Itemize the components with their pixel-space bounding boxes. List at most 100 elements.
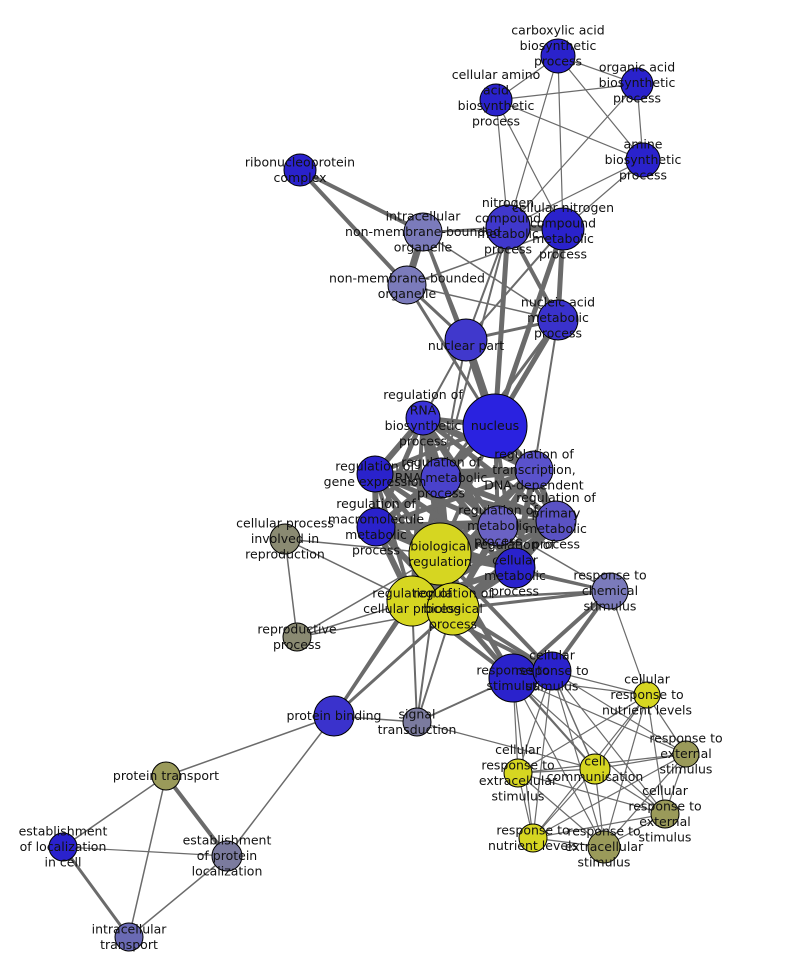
graph-edge bbox=[465, 228, 564, 341]
graph-node-label: regulation of gene expression bbox=[324, 458, 427, 489]
graph-node-cellular-process-involved-in-reproduction[interactable]: cellular process involved in reproductio… bbox=[269, 523, 301, 555]
graph-node-carboxylic-acid-biosynthetic-process[interactable]: carboxylic acid biosynthetic process bbox=[540, 38, 576, 74]
graph-node-nitrogen-compound-metabolic-process[interactable]: nitrogen compound metabolic process bbox=[485, 204, 531, 250]
graph-node-label: regulation of primary metabolic process bbox=[516, 489, 596, 551]
graph-node-organic-acid-biosynthetic-process[interactable]: organic acid biosynthetic process bbox=[620, 67, 654, 101]
graph-node-label: carboxylic acid biosynthetic process bbox=[511, 22, 604, 68]
graph-edge bbox=[512, 677, 605, 848]
graph-node-response-to-extracellular-stimulus[interactable]: response to extracellular stimulus bbox=[587, 830, 621, 864]
graph-node-regulation-of-primary-metabolic-process[interactable]: regulation of primary metabolic process bbox=[535, 500, 577, 542]
graph-node-label: ribonucleoprotein complex bbox=[245, 154, 355, 185]
graph-node-label: cellular response to extracellular stimulus bbox=[479, 741, 558, 803]
graph-node-nuclear-part[interactable]: nuclear part bbox=[444, 318, 488, 362]
graph-node-label: regulation of RNA metabolic process bbox=[395, 454, 488, 500]
graph-node-label: response to extracellular stimulus bbox=[565, 823, 644, 869]
graph-edge bbox=[128, 775, 167, 938]
graph-edge bbox=[495, 99, 564, 230]
graph-edge bbox=[492, 224, 511, 429]
graph-edge bbox=[128, 855, 228, 938]
graph-node-label: response to external stimulus bbox=[649, 730, 722, 776]
graph-node-signal-transduction[interactable]: signal transduction bbox=[402, 707, 432, 737]
graph-edge bbox=[298, 168, 425, 234]
graph-node-label: regulation of macromolecule metabolic proce… bbox=[328, 495, 424, 557]
graph-node-label: intracellular transport bbox=[92, 921, 168, 952]
graph-edge bbox=[533, 319, 559, 471]
graph-node-biological-regulation[interactable]: biological regulation bbox=[408, 522, 472, 586]
graph-node-label: regulation of cellular metabolic process bbox=[475, 536, 555, 598]
graph-edge bbox=[495, 83, 638, 101]
graph-node-label: cellular response to nutrient levels bbox=[602, 671, 692, 717]
graph-edge bbox=[372, 517, 560, 531]
graph-edge bbox=[557, 55, 644, 161]
graph-node-establishment-of-localization-in-cell[interactable]: establishment of localization in cell bbox=[48, 832, 78, 862]
graph-node-cellular-response-to-extracellular-stimulus[interactable]: cellular response to extracellular stimu… bbox=[503, 758, 533, 788]
graph-node-ribonucleoprotein-complex[interactable]: ribonucleoprotein complex bbox=[283, 153, 317, 187]
graph-edge bbox=[372, 471, 559, 524]
graph-edge bbox=[551, 670, 605, 848]
graph-node-protein-binding[interactable]: protein binding bbox=[313, 695, 355, 737]
graph-node-label: cellular nitrogen compound metabolic proces… bbox=[512, 199, 614, 261]
graph-edge bbox=[517, 772, 605, 848]
graph-node-label: response to stimulus bbox=[476, 662, 549, 693]
graph-edge bbox=[226, 715, 335, 857]
graph-node-establishment-of-protein-localization[interactable]: establishment of protein localization bbox=[211, 840, 243, 872]
graph-node-regulation-of-gene-expression[interactable]: regulation of gene expression bbox=[356, 455, 394, 493]
graph-node-regulation-of-metabolic-process[interactable]: regulation of metabolic process bbox=[477, 505, 519, 547]
graph-node-non-membrane-bounded-organelle[interactable]: non-membrane-bounded organelle bbox=[387, 265, 427, 305]
graph-node-nucleus[interactable]: nucleus bbox=[462, 393, 528, 459]
labels-layer: carboxylic acid biosynthetic process organi… bbox=[19, 22, 723, 951]
graph-node-label: protein binding bbox=[286, 708, 381, 723]
graph-node-cellular-response-to-nutrient-levels[interactable]: cellular response to nutrient levels bbox=[633, 681, 661, 709]
graph-node-label: nuclear part bbox=[428, 338, 504, 353]
graph-edge bbox=[507, 83, 638, 228]
graph-node-label: nitrogen compound metabolic process bbox=[475, 194, 541, 256]
graph-node-regulation-of-transcription-dna-dependent[interactable]: regulation of transcription, DNA-depende… bbox=[514, 450, 554, 490]
graph-node-label: regulation of cellular process bbox=[363, 585, 461, 616]
graph-edge bbox=[507, 159, 644, 228]
graph-edge bbox=[512, 677, 666, 815]
graph-node-label: cell communication bbox=[547, 753, 644, 784]
graph-node-label: establishment of localization in cell bbox=[19, 823, 108, 869]
graph-node-intracellular-transport[interactable]: intracellular transport bbox=[114, 922, 144, 952]
graph-edge bbox=[497, 525, 611, 592]
graph-node-protein-transport[interactable]: protein transport bbox=[151, 761, 181, 791]
graph-node-regulation-of-cellular-metabolic-process[interactable]: regulation of cellular metabolic process bbox=[494, 547, 536, 589]
graph-edge bbox=[164, 774, 229, 858]
graph-node-label: cellular response to stimulus bbox=[515, 647, 588, 693]
graph-node-response-to-external-stimulus[interactable]: response to external stimulus bbox=[672, 740, 700, 768]
graph-node-regulation-of-biological-process[interactable]: regulation of biological process bbox=[426, 582, 480, 636]
graph-edge bbox=[517, 772, 666, 815]
graph-node-response-to-nutrient-levels[interactable]: response to nutrient levels bbox=[518, 823, 548, 853]
graph-node-cellular-response-to-stimulus[interactable]: cellular response to stimulus bbox=[532, 651, 572, 691]
graph-node-label: establishment of protein localization bbox=[183, 832, 272, 878]
graph-edge bbox=[284, 538, 298, 638]
graph-edge bbox=[512, 677, 687, 755]
graph-node-regulation-of-macromolecule-metabolic-process[interactable]: regulation of macromolecule metabolic pr… bbox=[356, 507, 396, 547]
graph-node-regulation-of-rna-biosynthetic-process[interactable]: regulation of RNA biosynthetic process bbox=[405, 400, 441, 436]
graph-edge bbox=[416, 721, 596, 770]
graph-node-reproductive-process[interactable]: reproductive process bbox=[282, 622, 312, 652]
graph-edge bbox=[532, 670, 553, 839]
graph-node-cellular-nitrogen-compound-metabolic-process[interactable]: cellular nitrogen compound metabolic pro… bbox=[541, 207, 585, 251]
graph-node-cell-communication[interactable]: cell communication bbox=[579, 753, 611, 785]
graph-node-nucleic-acid-metabolic-process[interactable]: nucleic acid metabolic process bbox=[537, 299, 579, 341]
graph-edge bbox=[495, 99, 644, 161]
graph-edge bbox=[372, 471, 501, 529]
graph-edge bbox=[332, 607, 455, 718]
graph-node-cellular-amino-acid-biosynthetic-process[interactable]: cellular amino acid biosynthetic process bbox=[479, 83, 513, 117]
graph-edge bbox=[532, 753, 687, 839]
graph-node-label: response to nutrient levels bbox=[488, 822, 578, 853]
graph-node-cellular-response-to-external-stimulus[interactable]: cellular response to external stimulus bbox=[650, 799, 680, 829]
graph-edge bbox=[372, 471, 518, 571]
graph-node-label: nucleus bbox=[471, 418, 519, 433]
graph-edge bbox=[406, 228, 564, 286]
graph-edge bbox=[517, 694, 648, 774]
graph-node-label: biological regulation bbox=[408, 538, 472, 569]
graph-node-intracellular-non-membrane-bounded-organelle[interactable]: intracellular non-membrane-bounded organ… bbox=[403, 212, 443, 252]
graph-node-regulation-of-rna-metabolic-process[interactable]: regulation of RNA metabolic process bbox=[420, 457, 462, 499]
graph-node-amine-biosynthetic-process[interactable]: amine biosynthetic process bbox=[625, 142, 661, 178]
graph-node-label: signal transduction bbox=[378, 706, 457, 737]
graph-node-response-to-chemical-stimulus[interactable]: response to chemical stimulus bbox=[591, 572, 629, 610]
